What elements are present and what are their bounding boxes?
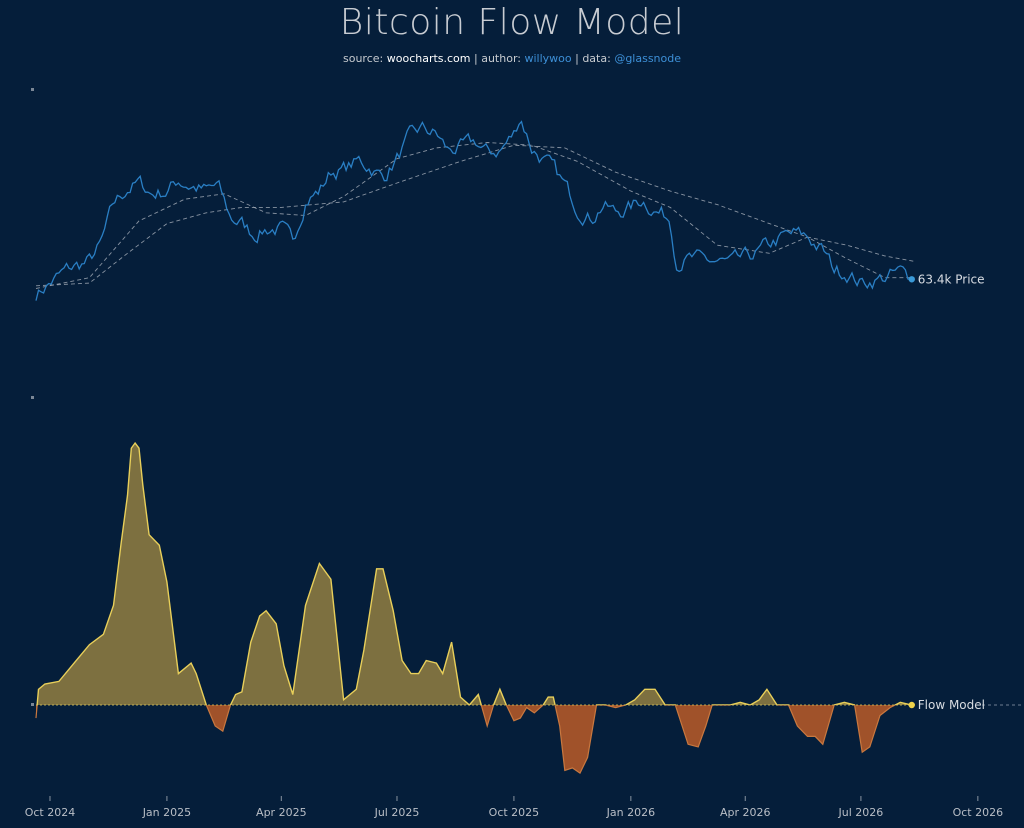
data-label: | data:	[575, 52, 611, 65]
flow-end-label: Flow Model	[918, 698, 985, 712]
x-tick-label: Apr 2025	[256, 806, 307, 819]
ma-short-line	[35, 142, 915, 289]
price-end-label: 63.4k Price	[918, 272, 985, 286]
flow-panel: Flow Model	[35, 441, 1024, 774]
chart-title: Bitcoin Flow Model	[339, 2, 685, 43]
x-tick-label: Jan 2026	[606, 806, 655, 819]
price-panel: 63.4k Price	[35, 120, 985, 301]
x-tick-label: Oct 2025	[489, 806, 540, 819]
zero-marker	[31, 703, 34, 706]
flow-end-dot	[908, 701, 915, 709]
x-tick-label: Jul 2026	[838, 806, 884, 819]
author-link[interactable]: willywoo	[524, 52, 572, 65]
x-tick-label: Apr 2026	[720, 806, 771, 819]
source-label: source:	[342, 52, 384, 65]
x-tick-label: Oct 2024	[25, 806, 76, 819]
price-line	[35, 120, 911, 301]
flow-positive-area	[36, 443, 912, 705]
price-panel-marker	[31, 88, 34, 91]
flow-positive-line	[36, 441, 912, 705]
source-link[interactable]: woocharts.com	[386, 52, 471, 65]
x-tick-label: Jan 2025	[142, 806, 191, 819]
ma-long-line	[35, 144, 915, 287]
author-label: | author:	[474, 52, 521, 65]
x-axis: Oct 2024 Jan 2025 Apr 2025 Jul 2025 Oct 2025…	[25, 796, 1003, 819]
flow-panel-marker	[31, 396, 34, 399]
x-tick-label: Jul 2025	[374, 806, 420, 819]
x-tick-label: Oct 2026	[953, 806, 1004, 819]
price-end-dot	[908, 276, 915, 283]
chart-subtitle: source: woocharts.com | author: willywoo…	[0, 52, 1024, 65]
data-source-link[interactable]: @glassnode	[614, 52, 682, 65]
flow-negative-area	[36, 705, 912, 774]
